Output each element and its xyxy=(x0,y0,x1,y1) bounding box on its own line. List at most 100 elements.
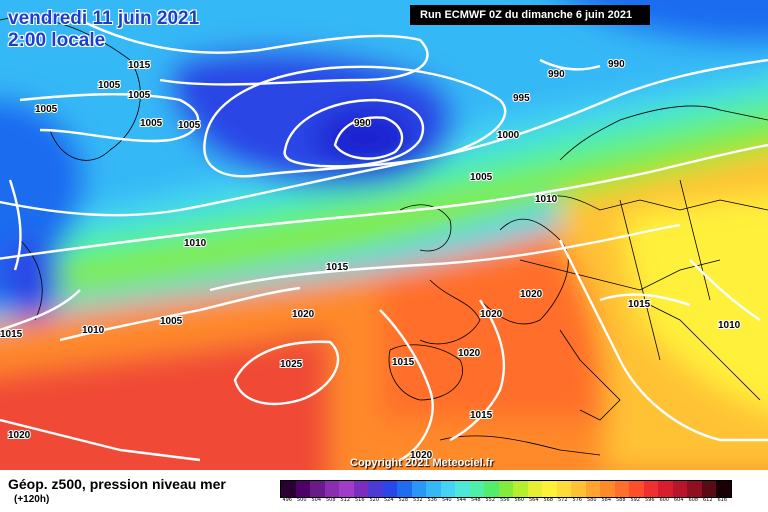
forecast-map: 1015 1005 1005 1005 1005 1005 990 990 99… xyxy=(0,0,768,470)
color-scale-swatch xyxy=(716,481,731,497)
color-scale-tick: 540 xyxy=(441,497,452,503)
color-scale-swatch xyxy=(658,481,673,497)
isobar-label: 1015 xyxy=(128,60,151,71)
isobar-label: 990 xyxy=(548,69,565,80)
color-scale-tick: 564 xyxy=(528,497,539,503)
geopotential-field xyxy=(0,0,768,470)
isobar-label: 1015 xyxy=(470,410,493,421)
isobar-label: 990 xyxy=(354,118,371,129)
color-scale-ticks: 496 500 504 508 512 516 520 524 528 532 536 540 544 5… xyxy=(280,497,730,503)
color-scale-tick: 568 xyxy=(543,497,554,503)
legend-subtitle: (+120h) xyxy=(14,494,50,505)
color-scale-swatch xyxy=(411,481,426,497)
isobar-label: 1020 xyxy=(8,430,31,441)
color-scale-swatch xyxy=(353,481,368,497)
color-scale-tick: 584 xyxy=(601,497,612,503)
color-scale-swatch xyxy=(469,481,484,497)
isobar-labels: 1015 1005 1005 1005 1005 1005 990 990 99… xyxy=(0,58,742,462)
isobar-label: 995 xyxy=(513,93,530,104)
color-scale-swatch xyxy=(310,481,325,497)
isobar-label: 1005 xyxy=(140,118,163,129)
color-scale-swatch xyxy=(600,481,615,497)
valid-hour: 2:00 locale xyxy=(8,30,106,51)
color-scale-tick: 576 xyxy=(572,497,583,503)
color-scale-swatch xyxy=(701,481,716,497)
color-scale-tick: 580 xyxy=(586,497,597,503)
color-scale-swatch xyxy=(281,481,296,497)
isobar-label: 990 xyxy=(608,59,625,70)
color-scale-tick: 532 xyxy=(412,497,423,503)
isobar-label: 1015 xyxy=(0,329,23,340)
color-scale-tick: 536 xyxy=(427,497,438,503)
color-scale-swatch xyxy=(672,481,687,497)
isobar-label: 1005 xyxy=(128,90,151,101)
color-scale-swatch xyxy=(426,481,441,497)
isobar-label: 1005 xyxy=(35,104,58,115)
color-scale-tick: 616 xyxy=(717,497,728,503)
color-scale-swatch xyxy=(513,481,528,497)
color-scale-tick: 496 xyxy=(282,497,293,503)
isobar-label: 1025 xyxy=(280,359,303,370)
color-scale-tick: 560 xyxy=(514,497,525,503)
isobar-label: 1020 xyxy=(458,348,481,359)
color-scale-tick: 508 xyxy=(325,497,336,503)
isobar-label: 1020 xyxy=(520,289,543,300)
isobar-label: 1010 xyxy=(82,325,105,336)
isobar-label: 1010 xyxy=(535,194,558,205)
color-scale-swatch xyxy=(498,481,513,497)
color-scale-swatch xyxy=(324,481,339,497)
isobar-label: 1015 xyxy=(628,299,651,310)
color-scale-swatch xyxy=(382,481,397,497)
color-scale-swatch xyxy=(687,481,702,497)
color-scale-swatch xyxy=(484,481,499,497)
isobar-label: 1005 xyxy=(470,172,493,183)
isobar-label: 1015 xyxy=(326,262,349,273)
color-scale-tick: 524 xyxy=(383,497,394,503)
color-scale-tick: 516 xyxy=(354,497,365,503)
color-scale-tick: 504 xyxy=(311,497,322,503)
isobar-label: 1005 xyxy=(160,316,183,327)
isobar-label: 1020 xyxy=(292,309,315,320)
color-scale-swatch xyxy=(440,481,455,497)
copyright-text: Copyright 2021 Meteociel.fr xyxy=(350,457,494,469)
color-scale-swatch xyxy=(643,481,658,497)
color-scale-swatch xyxy=(397,481,412,497)
color-scale-tick: 548 xyxy=(470,497,481,503)
color-scale-tick: 512 xyxy=(340,497,351,503)
color-scale-tick: 528 xyxy=(398,497,409,503)
color-scale-tick: 500 xyxy=(296,497,307,503)
color-scale-swatch xyxy=(629,481,644,497)
color-scale-swatch xyxy=(295,481,310,497)
color-scale-swatch xyxy=(455,481,470,497)
color-scale-tick: 604 xyxy=(673,497,684,503)
valid-date: vendredi 11 juin 2021 xyxy=(8,8,200,29)
legend-bar: Géop. z500, pression niveau mer (+120h) … xyxy=(0,470,768,512)
color-scale-swatch xyxy=(585,481,600,497)
isobar-label: 1005 xyxy=(178,120,201,131)
run-info-banner: Run ECMWF 0Z du dimanche 6 juin 2021 xyxy=(410,5,650,25)
color-scale-tick: 608 xyxy=(688,497,699,503)
color-scale-swatch xyxy=(368,481,383,497)
color-scale-tick: 592 xyxy=(630,497,641,503)
color-scale-tick: 612 xyxy=(702,497,713,503)
valid-time: vendredi 11 juin 2021 2:00 locale xyxy=(8,8,199,52)
color-scale xyxy=(280,480,732,498)
isobar-label: 1000 xyxy=(497,130,520,141)
isobars xyxy=(0,18,768,462)
color-scale-swatch xyxy=(527,481,542,497)
color-scale-tick: 572 xyxy=(557,497,568,503)
color-scale-swatch xyxy=(339,481,354,497)
isobar-label: 1020 xyxy=(480,309,503,320)
isobar-label: 1010 xyxy=(184,238,207,249)
color-scale-tick: 596 xyxy=(644,497,655,503)
color-scale-swatch xyxy=(614,481,629,497)
color-scale-tick: 544 xyxy=(456,497,467,503)
color-scale-swatch xyxy=(542,481,557,497)
legend-title: Géop. z500, pression niveau mer xyxy=(8,476,226,492)
color-scale-tick: 552 xyxy=(485,497,496,503)
color-scale-tick: 600 xyxy=(659,497,670,503)
isobar-label: 1015 xyxy=(392,357,415,368)
color-scale-swatch xyxy=(571,481,586,497)
isobar-label: 1005 xyxy=(98,80,121,91)
